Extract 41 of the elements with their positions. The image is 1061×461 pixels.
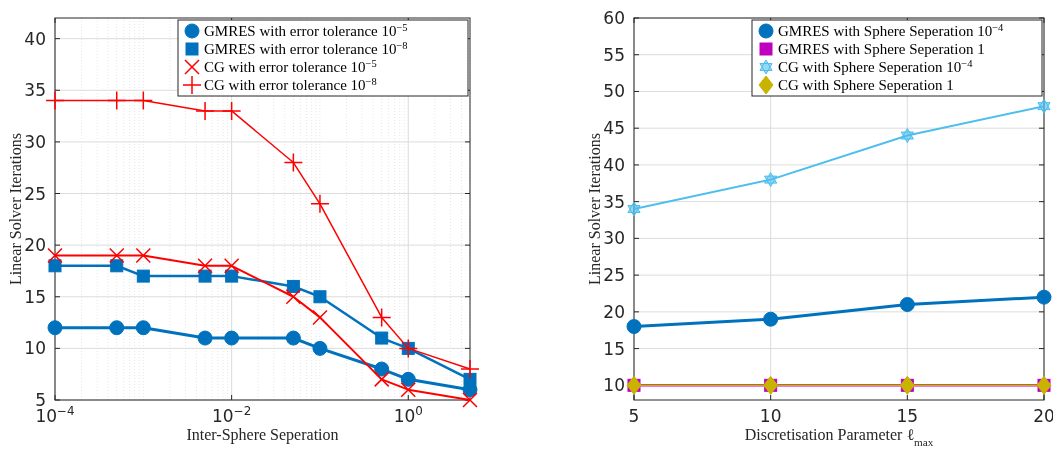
y-tick-label: 5	[35, 390, 46, 410]
point	[626, 319, 642, 335]
y-tick-label: 35	[24, 80, 46, 101]
y-tick-label: 15	[603, 338, 625, 359]
y-tick-label: 50	[603, 81, 625, 102]
y-tick-label: 20	[24, 235, 46, 256]
y-tick-label: 40	[603, 154, 625, 175]
x-tick-label: 10$^{−2}$	[212, 404, 252, 426]
legend-label: CG with error tolerance 10$^{−5}$	[204, 57, 377, 75]
point	[1036, 289, 1052, 305]
x-tick-label: 10	[759, 406, 782, 426]
y-tick-label: 55	[603, 44, 625, 65]
legend-label: CG with Sphere Seperation 1	[778, 77, 954, 93]
x-tick-label: 20	[1033, 406, 1055, 426]
x-axis-title: Discretisation Parameter ℓ$_{max}$	[744, 426, 934, 448]
y-tick-label: 15	[24, 286, 46, 307]
legend-label: GMRES with Sphere Seperation 1	[778, 41, 985, 57]
y-tick-label: 25	[603, 265, 625, 286]
y-tick-label: 20	[603, 301, 625, 322]
y-tick-label: 25	[24, 183, 46, 204]
y-tick-label: 10	[24, 338, 46, 359]
point	[763, 311, 779, 327]
x-tick-label: 10$^{0}$	[393, 404, 423, 426]
y-tick-label: 60	[603, 8, 625, 28]
point	[899, 297, 915, 312]
legend-label: GMRES with Sphere Seperation 10$^{−4}$	[778, 21, 1005, 39]
legend-label: CG with error tolerance 10$^{−8}$	[204, 75, 377, 93]
y-tick-label: 35	[603, 191, 625, 212]
y-axis-title: Linear Solver Iterations	[586, 133, 603, 285]
y-tick-label: 10	[603, 375, 625, 396]
y-axis-title: Linear Solver Iterations	[7, 133, 24, 285]
x-axis-title: Inter-Sphere Seperation	[186, 426, 339, 444]
y-tick-label: 30	[603, 228, 625, 249]
x-tick-label: 5	[628, 406, 640, 426]
legend-label: GMRES with error tolerance 10$^{−5}$	[204, 21, 408, 39]
x-tick-label: 15	[896, 406, 919, 426]
y-tick-label: 30	[24, 131, 46, 152]
y-tick-label: 40	[24, 28, 46, 49]
legend-label: CG with Sphere Seperation 10$^{−4}$	[778, 57, 974, 75]
legend-label: GMRES with error tolerance 10$^{−8}$	[204, 39, 408, 57]
y-tick-label: 45	[603, 118, 625, 139]
